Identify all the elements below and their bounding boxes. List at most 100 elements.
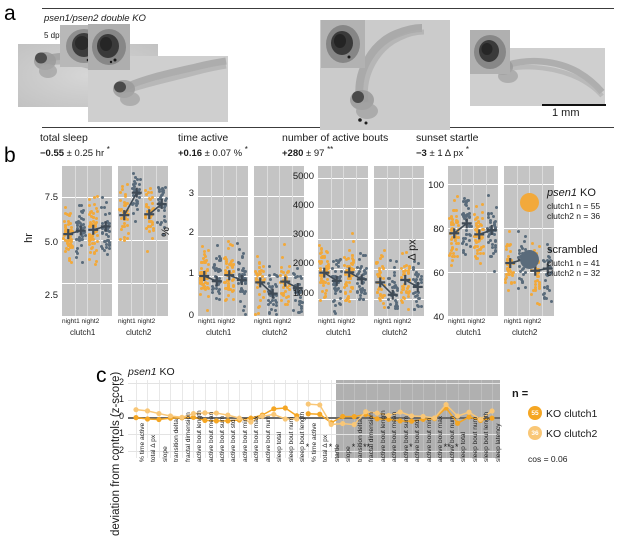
data-point [381,277,385,281]
data-point [149,191,153,195]
data-point [364,292,368,296]
data-point [156,220,160,224]
data-point [201,257,205,260]
data-point [474,244,478,248]
data-point [518,249,522,252]
data-point [151,228,155,232]
data-point [333,304,337,308]
data-point [92,202,96,206]
data-point [87,257,91,261]
xgrp-startle-c2: clutch2 [512,328,538,337]
data-point [506,242,510,246]
data-point [76,246,80,250]
data-point [282,285,286,289]
data-point [343,263,347,267]
mean-cross [236,275,247,285]
mean-cross [280,276,291,287]
ytick-time-active-2: 2 [188,227,194,238]
data-point [536,301,540,305]
data-point [457,224,461,228]
data-point [256,286,260,290]
data-point [493,225,497,229]
data-point [267,303,271,307]
data-point [463,237,467,241]
mean-marker-overlay [119,187,167,221]
panel-c-xtick-label: sleep total [460,431,468,462]
panel-c-series-overlay [133,401,495,428]
mean-cross [156,198,167,209]
data-point [275,312,279,316]
series-point [340,420,346,427]
panel-a-letter: a [4,2,16,25]
panel-c-legend-badge-clutch1: 55 [528,406,542,420]
data-point [158,190,162,194]
data-point [417,282,421,286]
data-point [240,273,244,277]
data-point [457,241,461,245]
data-point [299,304,303,308]
data-point [144,226,148,230]
data-point [456,194,460,198]
data-point [480,245,484,249]
data-point [133,180,137,184]
data-point [450,246,454,250]
data-point [455,214,459,218]
data-point [324,294,328,298]
data-point [450,228,454,232]
data-point [146,225,150,229]
data-point [225,278,229,282]
data-point [149,198,153,202]
data-point [474,229,478,233]
data-point [123,202,127,206]
mean-cross [63,229,74,240]
data-point [299,276,303,280]
column-separator [460,166,462,316]
data-point [542,259,546,263]
data-point [287,284,291,288]
data-point [132,182,136,186]
data-point [120,185,124,189]
data-point [119,227,123,231]
xlab-total-sleep-c1: night1 night2 [62,318,100,325]
panel-c-plot-area: -2 -1 0 1 2 [116,377,500,458]
data-point [254,276,258,280]
data-point [217,287,221,291]
data-point [243,289,247,293]
data-point [473,235,477,239]
data-point [64,205,68,209]
data-point [216,268,220,272]
data-point [89,224,93,228]
series-point [409,418,415,424]
mean-cross [100,221,111,232]
data-point [333,287,337,291]
yaxis-title-startle: Δ px [406,239,419,261]
panel-c-legend-header: n = [512,388,529,400]
data-point [380,253,384,257]
series-point [386,412,392,419]
gridline-vertical [319,380,321,458]
data-point [105,229,109,233]
data-point [150,237,154,241]
mean-marker-overlay [199,270,247,287]
data-point [282,242,286,246]
data-point [523,285,527,289]
data-point [106,235,110,239]
legend-label-psen1-ko: psen1 KO [547,187,596,199]
data-point [319,277,323,280]
data-point [391,279,395,283]
data-point [92,219,96,223]
ytick-active-bouts-4000: 4000 [292,200,314,211]
data-point [280,255,284,259]
panel-c-xtick-label: % time active [138,422,146,462]
data-point [474,221,478,225]
data-point [206,309,210,313]
mean-marker-overlay [449,218,497,240]
data-point [449,238,453,242]
data-point [93,222,97,226]
data-point [543,285,547,289]
series-point [144,408,151,414]
data-point [463,197,467,201]
data-point [334,259,338,262]
data-point [75,238,79,242]
data-point [508,230,512,234]
